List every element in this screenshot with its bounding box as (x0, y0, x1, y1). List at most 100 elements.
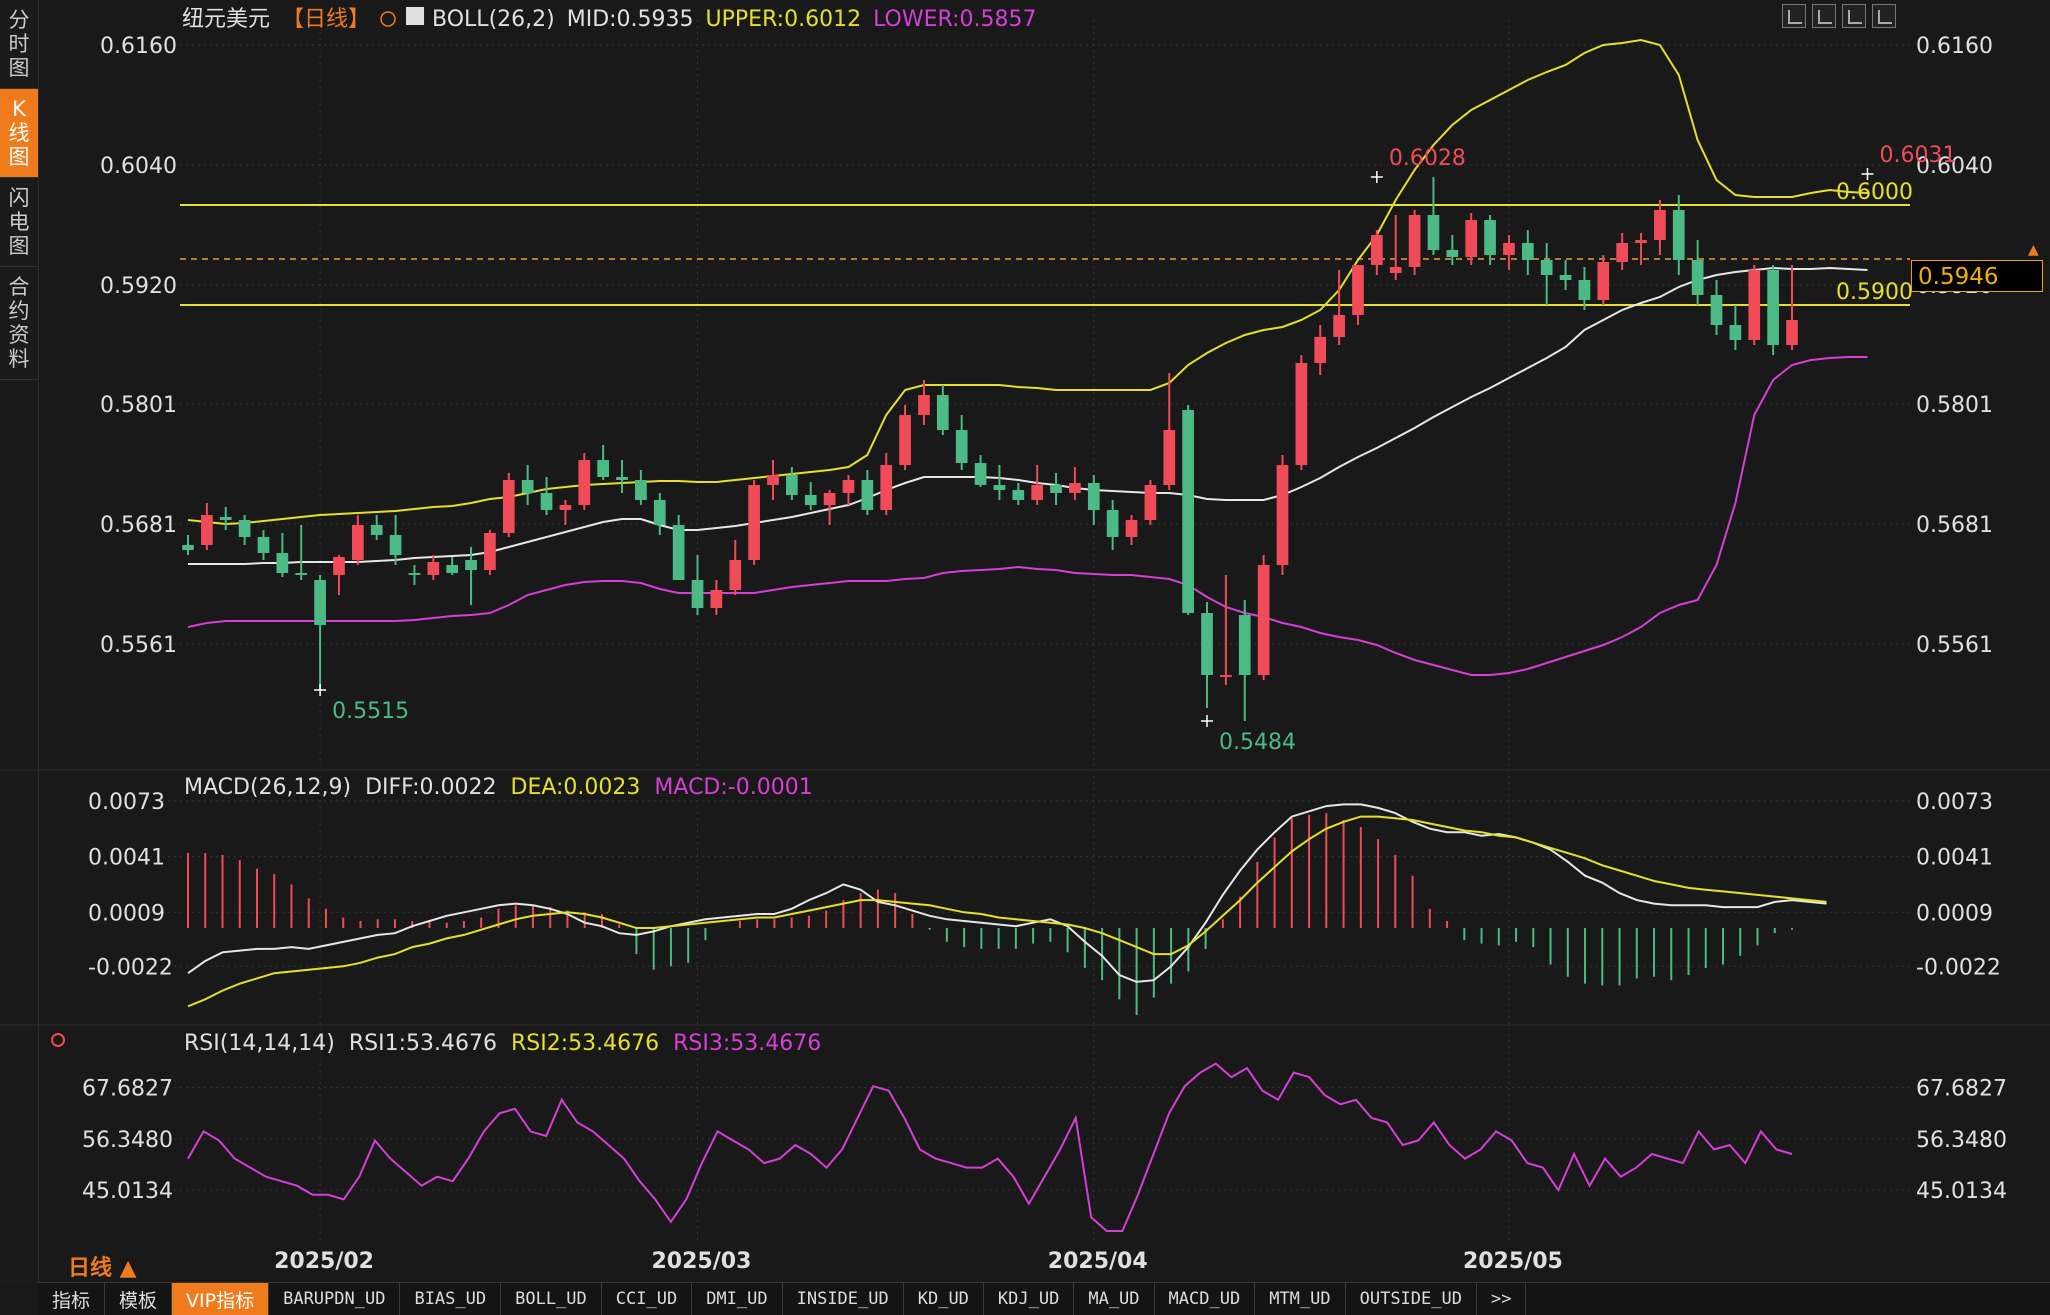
candle-body (1352, 265, 1364, 315)
add-icon (380, 11, 396, 27)
indicator-tab-15[interactable]: >> (1477, 1283, 1527, 1315)
symbol-name: 纽元美元 (182, 7, 270, 32)
candle-body (578, 460, 591, 505)
rsi-settings-icon (51, 1033, 65, 1047)
macd-y-tick-left: 0.0041 (88, 846, 165, 871)
candle-body (635, 480, 647, 500)
x-tick-label: 2025/04 (1048, 1249, 1148, 1274)
draw-icon[interactable] (1842, 4, 1866, 28)
candle-body (1389, 267, 1402, 273)
candle-body (1654, 210, 1666, 240)
price-y-tick-left: 0.5801 (100, 393, 177, 418)
indicator-tab-4[interactable]: BIAS_UD (400, 1283, 502, 1315)
price-y-tick-left: 0.5681 (100, 513, 177, 538)
indicator-tab-13[interactable]: MTM_UD (1255, 1283, 1346, 1315)
period-selector[interactable]: 日线 ▲ (68, 1256, 137, 1281)
boll-icon (406, 7, 425, 25)
candle-body (1786, 320, 1798, 345)
candle-body (936, 395, 949, 430)
candle-body (1276, 465, 1289, 565)
candle-body (842, 480, 855, 493)
x-tick-label: 2025/05 (1463, 1249, 1563, 1274)
candle-body (1257, 565, 1270, 675)
rsi-label: RSI(14,14,14) (184, 1031, 335, 1056)
rsi1-value: RSI1:53.4676 (349, 1031, 497, 1056)
candle-body (1521, 243, 1534, 260)
indicator-tab-8[interactable]: INSIDE_UD (783, 1283, 904, 1315)
current-price-tag: 0.5946 (1911, 260, 2043, 292)
candle-body (1729, 325, 1742, 340)
candle-body (1314, 337, 1327, 363)
indicator-tab-7[interactable]: DMI_UD (692, 1283, 783, 1315)
price-y-tick-right: 0.5561 (1916, 633, 1993, 658)
crosshair-icon[interactable] (1782, 4, 1806, 28)
candle-body (238, 520, 251, 537)
x-tick-label: 2025/03 (652, 1249, 752, 1274)
price-y-tick-right: 0.5801 (1916, 393, 1993, 418)
indicator-tab-0[interactable]: 指标 (38, 1283, 106, 1315)
candle-body (1370, 235, 1383, 265)
candle-body (427, 562, 440, 575)
sidebar-tab-3[interactable]: 合约资料 (0, 267, 38, 380)
chart-canvas: 0.61600.61600.60400.60400.59200.59200.58… (0, 7, 2050, 1274)
indicator-tab-3[interactable]: BARUPDN_UD (269, 1283, 401, 1315)
candle-body (1031, 485, 1044, 500)
indicator-tab-10[interactable]: KDJ_UD (984, 1283, 1075, 1315)
candle-body (351, 525, 364, 560)
price-arrow-icon: ▲ (2028, 242, 2039, 258)
candle-body (1238, 615, 1251, 675)
candle-body (1710, 295, 1723, 325)
indicator-tab-11[interactable]: MA_UD (1074, 1283, 1155, 1315)
macd-y-tick-right: -0.0022 (1916, 955, 2001, 980)
rsi-y-tick-left: 56.3480 (82, 1128, 173, 1153)
candle-body (672, 525, 685, 580)
candle-body (408, 573, 421, 575)
indicator-tab-2[interactable]: VIP指标 (172, 1283, 270, 1315)
candle-body (1540, 260, 1553, 275)
zoom-icon[interactable] (1872, 4, 1896, 28)
candle-body (1087, 483, 1100, 510)
candle-body (616, 477, 628, 480)
candle-body (1201, 613, 1213, 675)
candle-body (880, 465, 893, 510)
rsi2-value: RSI2:53.4676 (511, 1031, 659, 1056)
sidebar-tab-2[interactable]: 闪电图 (0, 178, 38, 267)
candle-body (1220, 675, 1232, 677)
candle-body (1465, 220, 1478, 257)
candle-body (1144, 485, 1157, 520)
candle-body (370, 525, 383, 535)
extreme-label: 0.5484 (1219, 730, 1296, 755)
candle-body (1578, 280, 1591, 300)
boll-upper-line (187, 38, 1868, 526)
macd-y-tick-right: 0.0073 (1916, 790, 1993, 815)
candle-body (974, 463, 987, 485)
candle-body (1635, 240, 1647, 243)
macd-y-tick-left: 0.0009 (88, 901, 165, 926)
candle-body (1069, 483, 1081, 493)
indicator-tab-14[interactable]: OUTSIDE_UD (1346, 1283, 1477, 1315)
candle-body (1691, 260, 1704, 295)
rsi-y-tick-left: 45.0134 (82, 1179, 173, 1204)
candle-body (1672, 210, 1685, 260)
indicator-tab-5[interactable]: BOLL_UD (501, 1283, 602, 1315)
sidebar-tab-0[interactable]: 分时图 (0, 0, 38, 89)
rsi-line (187, 1062, 1793, 1232)
extreme-label: 0.6031 (1879, 143, 1956, 168)
boll-lower-value: LOWER:0.5857 (873, 7, 1036, 32)
boll-mid-value: MID:0.5935 (567, 7, 694, 32)
indicator-tab-6[interactable]: CCI_UD (602, 1283, 693, 1315)
candle-body (1616, 243, 1629, 262)
indicator-tab-9[interactable]: KD_UD (904, 1283, 984, 1315)
indicator-tab-12[interactable]: MACD_UD (1155, 1283, 1256, 1315)
candle-body (1559, 275, 1572, 280)
layout-icon[interactable] (1812, 4, 1836, 28)
candle-body (729, 560, 742, 590)
indicator-tab-1[interactable]: 模板 (105, 1283, 173, 1315)
candle-body (389, 535, 402, 555)
boll-lower-line (187, 356, 1868, 676)
candle-body (1427, 215, 1440, 250)
boll-mid-line (188, 266, 1868, 565)
price-y-tick-left: 0.5920 (100, 274, 177, 299)
